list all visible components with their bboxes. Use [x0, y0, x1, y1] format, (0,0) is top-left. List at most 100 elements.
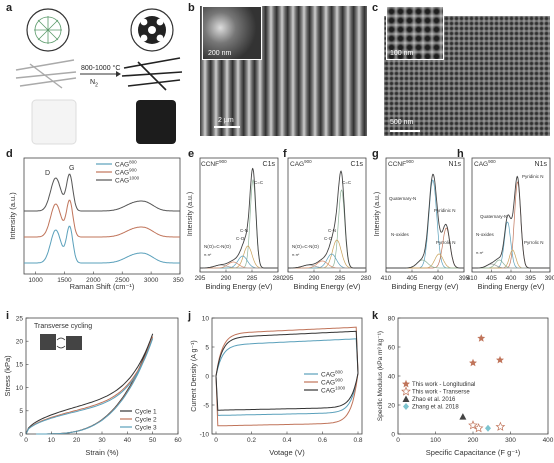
xps-component-3	[386, 259, 464, 269]
x-tick-label: 285	[247, 275, 258, 282]
chart-g-ylabel: Intensity (a.u.)	[374, 192, 381, 236]
xps-envelope	[200, 167, 278, 269]
scatter-point-2-0	[459, 413, 467, 420]
chart-e-title: CCNF900	[201, 159, 227, 168]
chart-d-series	[24, 173, 180, 264]
y-tick-label: 40	[388, 373, 396, 380]
ann-f-4: π-π*	[292, 253, 300, 257]
panel-label-k: k	[372, 310, 379, 322]
scatter-point-0-1	[496, 355, 504, 364]
sem-image-b: 200 nm 2 µm	[200, 6, 367, 136]
ann-h-4: π-π*	[476, 251, 484, 255]
chart-h-xlabel: Binding Energy (eV)	[477, 282, 545, 291]
chart-k-ylabel: Specific Modulus (kPa m³ kg⁻¹)	[377, 331, 384, 421]
y-tick-label: 0	[205, 373, 209, 380]
scale-text-c: 500 nm	[390, 119, 414, 126]
legend-k-3: Zhang et al. 2018	[412, 405, 459, 411]
legend-i-2: Cycle 3	[135, 425, 157, 432]
chart-j-ticks: 0 0.2 0.4 0.6 0.8 -10 -5 0 5 10	[200, 315, 363, 444]
x-tick-label: 20	[73, 437, 81, 444]
y-tick-label: 80	[388, 315, 396, 322]
ann-h-2: Pyrrolic N	[524, 240, 544, 245]
y-tick-label: -10	[200, 431, 210, 438]
process-temperature: 800-1000 °C	[81, 65, 121, 72]
x-tick-label: 0	[396, 437, 400, 444]
carbon-fibers-icon	[121, 57, 183, 91]
chart-e-tag: C1s	[263, 161, 276, 168]
peak-label-d: D	[45, 170, 50, 177]
xps-component-0	[288, 189, 366, 269]
ann-f-2: C-O	[324, 236, 333, 241]
chart-k-frame	[397, 317, 549, 435]
y-tick-label: -5	[203, 402, 209, 409]
chart-k-xlabel: Specific Capacitance (F g⁻¹)	[426, 448, 521, 457]
x-tick-label: 290	[309, 275, 320, 282]
inset-scale-b: 200 nm	[208, 50, 232, 57]
chart-h-tag: N1s	[535, 161, 548, 168]
x-tick-label: 0.2	[247, 437, 256, 444]
chart-k-points	[459, 334, 506, 433]
x-tick-label: 0.6	[318, 437, 327, 444]
legend-marker-3	[403, 403, 409, 410]
y-tick-label: 15	[16, 362, 24, 369]
y-tick-label: 0	[391, 431, 395, 438]
legend-k-1: This work - Transerse	[412, 390, 470, 396]
chart-f-title: CAG900	[290, 159, 312, 168]
xps-envelope	[472, 175, 550, 269]
panel-label-c: c	[372, 2, 379, 14]
chart-d-xlabel: Raman Shift (cm⁻¹)	[70, 282, 135, 291]
chart-k-legend: This work - Longitudinal This work - Tran…	[401, 379, 475, 411]
x-tick-label: 395	[459, 275, 470, 282]
chart-j-legend: CAG800 CAG900 CAG1000	[304, 370, 346, 395]
x-tick-label: 400	[506, 275, 517, 282]
legend-k-0: This work - Longitudinal	[412, 382, 475, 388]
chart-k-ticks: 0 100 200 300 400 0 20 40 60 80	[388, 315, 554, 444]
chart-f-c1s: CAG900 C1s C=C C-N C-O N(O)=C-N(O) π-π* …	[283, 157, 372, 291]
scatter-point-0-2	[469, 358, 477, 367]
x-tick-label: 200	[468, 437, 479, 444]
chart-g-tag: N1s	[449, 161, 462, 168]
chart-j-xlabel: Votage (V)	[269, 448, 305, 457]
x-tick-label: 100	[430, 437, 441, 444]
peak-label-g: G	[69, 165, 74, 172]
legend-j-0: CAG800	[321, 370, 343, 379]
scatter-point-1-1	[473, 423, 484, 433]
panel-label-j: j	[188, 310, 192, 322]
legend-marker-1	[401, 386, 411, 396]
tem-inset-c	[386, 6, 444, 60]
process-gas: N2	[90, 79, 98, 89]
scatter-point-3-0	[485, 424, 491, 432]
cycle-curve-1	[25, 336, 154, 435]
chart-i-xlabel: Strain (%)	[85, 448, 119, 457]
x-tick-label: 280	[273, 275, 284, 282]
x-tick-label: 285	[335, 275, 346, 282]
raman-series-0	[24, 225, 180, 264]
precursor-fibers-icon	[15, 59, 77, 89]
ann-f-3: N(O)=C-N(O)	[292, 244, 319, 249]
ann-g-0: Quaternary-N	[389, 196, 416, 201]
ann-f-1: C-N	[328, 228, 336, 233]
tem-image-c: 100 nm 500 nm	[384, 6, 550, 136]
legend-marker-2	[402, 395, 410, 402]
cellulose-fiber-lines	[34, 16, 62, 44]
ann-e-2: C-O	[236, 236, 245, 241]
panel-label-f: f	[283, 148, 287, 160]
raman-series-2	[24, 173, 180, 212]
x-tick-label: 280	[361, 275, 372, 282]
panel-label-e: e	[188, 148, 195, 160]
y-tick-label: 20	[388, 402, 396, 409]
x-tick-label: 30	[98, 437, 106, 444]
ann-e-0: C=C	[254, 180, 264, 185]
x-tick-label: 50	[149, 437, 157, 444]
y-tick-label: 20	[16, 339, 24, 346]
scatter-point-1-0	[468, 420, 478, 430]
x-tick-label: 410	[467, 275, 478, 282]
y-tick-label: 60	[388, 344, 396, 351]
cv-curve-2	[215, 330, 359, 411]
chart-i-curves	[25, 333, 154, 435]
ann-e-1: C-N	[240, 228, 248, 233]
x-tick-label: 0	[24, 437, 28, 444]
x-tick-label: 0.4	[282, 437, 291, 444]
chart-d-ylabel: Intensity (a.u.)	[8, 192, 17, 240]
cycle-curve-2	[25, 338, 154, 435]
